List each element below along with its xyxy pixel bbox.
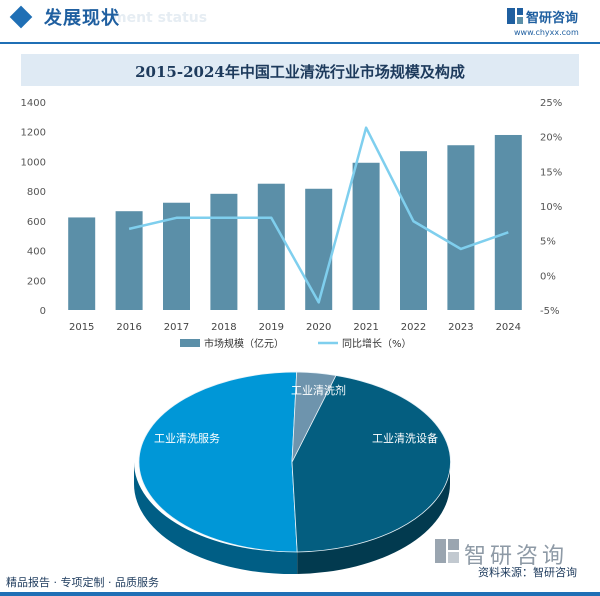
- legend-label-growth: 同比增长（%）: [342, 337, 412, 350]
- y-left-tick-label: 600: [27, 217, 46, 228]
- pie-slice-agent: [291, 371, 337, 463]
- watermark-brand-name: 智研咨询: [464, 544, 569, 569]
- y-left-tick-label: 1000: [21, 157, 46, 168]
- growth-line: [128, 126, 509, 304]
- x-tick-label: 2015: [69, 322, 94, 333]
- header: ment status 发展现状 智研咨询 www.chyxx.com: [0, 0, 600, 44]
- bar: [352, 162, 380, 310]
- x-tick-label: 2024: [496, 322, 521, 333]
- x-tick-label: 2017: [164, 322, 189, 333]
- y-left-tick-label: 1200: [21, 128, 46, 139]
- y-left-tick-label: 400: [27, 247, 46, 258]
- chart-title-box: 2015-2024年中国工业清洗行业市场规模及构成: [21, 54, 579, 86]
- watermark-mark-icon: [435, 539, 459, 563]
- bar: [447, 145, 475, 310]
- pie-label: 工业清洗剂: [291, 383, 346, 397]
- section-title: 发展现状: [44, 8, 120, 29]
- y-left-tick-label: 1400: [21, 98, 46, 109]
- bar: [305, 188, 333, 310]
- brand-mark-icon: [507, 8, 523, 24]
- x-tick-label: 2019: [259, 322, 284, 333]
- pie-slice-services-side: [134, 462, 298, 574]
- y-right-tick-label: -5%: [540, 306, 559, 317]
- legend-label-market-size: 市场规模（亿元）: [204, 337, 284, 350]
- x-tick-label: 2023: [448, 322, 473, 333]
- x-tick-label: 2016: [116, 322, 141, 333]
- y-right-tick-label: 25%: [540, 98, 562, 109]
- legend-swatch-bar: [180, 339, 200, 347]
- footer-tagline: 精品报告 · 专项定制 · 品质服务: [6, 576, 159, 589]
- bar: [68, 217, 96, 310]
- bar: [210, 193, 238, 310]
- section-subtitle: ment status: [112, 10, 208, 26]
- y-right-tick-label: 15%: [540, 167, 562, 178]
- footer-rule: [0, 592, 600, 596]
- x-tick-label: 2018: [211, 322, 236, 333]
- x-tick-label: 2020: [306, 322, 331, 333]
- brand-name: 智研咨询: [526, 11, 579, 26]
- pie-slice-services: [138, 371, 298, 553]
- chart-title: 2015-2024年中国工业清洗行业市场规模及构成: [135, 63, 465, 81]
- y-right-tick-label: 0%: [540, 271, 556, 282]
- diamond-icon: [9, 5, 33, 29]
- x-tick-label: 2022: [401, 322, 426, 333]
- y-left-tick-label: 200: [27, 276, 46, 287]
- bar: [494, 134, 522, 310]
- pie-slice-equipment-side: [297, 462, 451, 574]
- y-left-tick-label: 800: [27, 187, 46, 198]
- bar: [400, 151, 427, 310]
- header-rule: [0, 42, 600, 44]
- source-note: 资料来源：智研咨询: [478, 566, 577, 579]
- y-left-tick-label: 0: [40, 306, 46, 317]
- y-right-tick-label: 5%: [540, 237, 556, 248]
- brand-url: www.chyxx.com: [514, 28, 579, 37]
- pie-slice-equipment: [291, 375, 451, 553]
- y-right-tick-label: 10%: [540, 202, 562, 213]
- watermark-logo: 智研咨询: [434, 538, 594, 569]
- brand-logo: 智研咨询 www.chyxx.com: [506, 6, 596, 42]
- y-right-tick-label: 20%: [540, 133, 562, 144]
- pie-label: 工业清洗设备: [372, 431, 438, 445]
- x-tick-label: 2021: [353, 322, 378, 333]
- pie-chart: 工业清洗服务 工业清洗设备 工业清洗剂: [134, 371, 451, 574]
- pie-label: 工业清洗服务: [154, 432, 220, 445]
- combo-chart: 0 200 400 600 800 1000 1200 1400 -5% 0% 5% 10% 15% 20…: [21, 98, 563, 350]
- bar: [257, 183, 285, 310]
